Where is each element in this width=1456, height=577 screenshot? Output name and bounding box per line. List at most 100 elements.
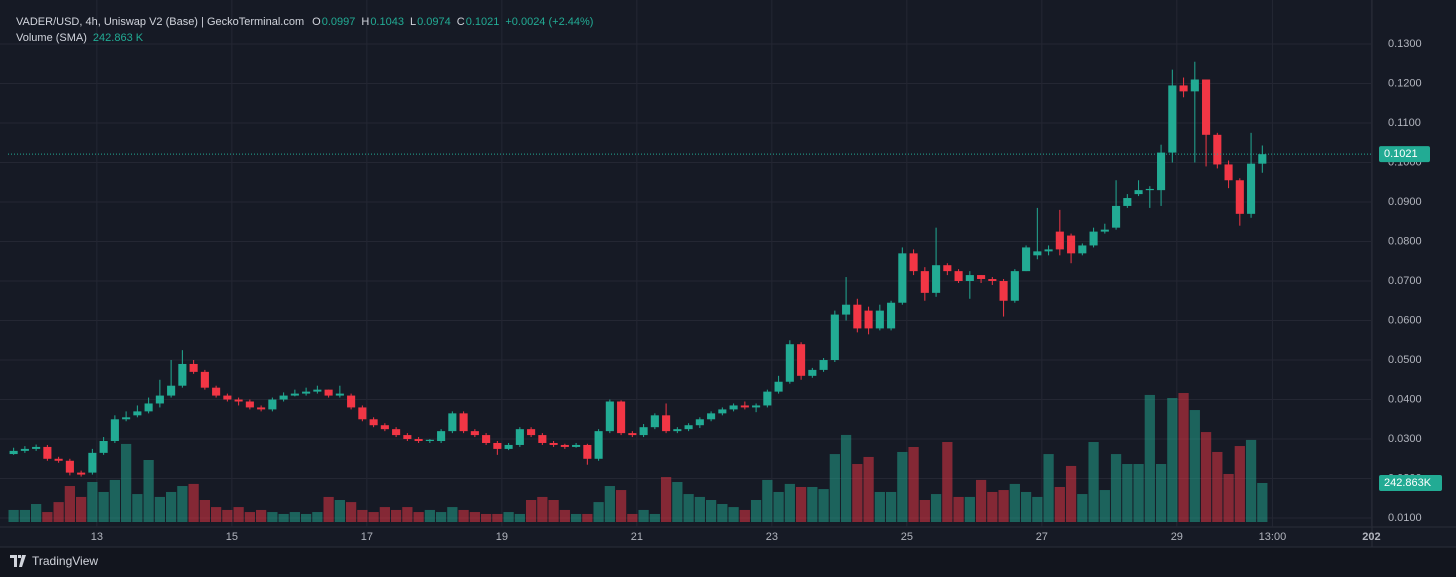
volume-bar [739, 509, 750, 522]
volume-bar [1155, 464, 1167, 522]
candle-body [77, 472, 86, 475]
candle-body [797, 344, 806, 376]
volume-bar [1054, 486, 1065, 522]
ohlc-label: C [456, 16, 465, 28]
volume-bar [627, 513, 638, 522]
close-value: 0.1021 [465, 16, 500, 28]
candle-body [538, 435, 547, 443]
volume-bar [638, 509, 649, 522]
x-tick-label: 25 [901, 531, 913, 543]
volume-bar [1122, 464, 1133, 522]
volume-value-label: 242.863K [1384, 477, 1432, 489]
candle-body [605, 401, 614, 432]
x-tick-label: 202 [1362, 531, 1380, 543]
volume-bar [480, 513, 492, 522]
volume-bar [604, 486, 615, 522]
volume-bar [1133, 464, 1144, 522]
candle-body [245, 401, 254, 408]
volume-name: Volume (SMA) [16, 32, 87, 44]
candle-body [752, 405, 761, 408]
candle-body [774, 381, 783, 392]
volume-bar [143, 459, 154, 522]
candle-body [1055, 231, 1064, 250]
candle-body [425, 439, 434, 442]
volume-bar [1245, 439, 1257, 522]
candle-body [808, 369, 817, 376]
candle-body [932, 265, 941, 293]
candle-body [313, 389, 322, 392]
candle-body [257, 407, 266, 410]
candle-body [504, 444, 513, 449]
volume-bar [559, 509, 570, 522]
volume-bar [64, 486, 75, 522]
volume-bar [683, 494, 694, 522]
candle-body [988, 279, 997, 282]
candle-body [1112, 205, 1121, 228]
volume-bar [345, 502, 357, 522]
candle-body [1123, 198, 1132, 206]
footer: TradingView [10, 554, 98, 568]
candle-body [403, 435, 412, 440]
candle-body [1067, 235, 1076, 254]
candle-body [155, 395, 164, 404]
volume-bar [469, 512, 480, 522]
volume-bar [1032, 496, 1043, 522]
candle-body [1213, 134, 1222, 165]
volume-bar [998, 490, 1009, 522]
volume-bar [255, 509, 267, 522]
volume-bar [435, 512, 447, 522]
volume-bar [773, 491, 784, 522]
candle-body [1100, 229, 1109, 232]
candle-body [1168, 85, 1177, 153]
candle-body [695, 419, 704, 426]
volume-bar [885, 491, 897, 522]
volume-bar [154, 496, 165, 522]
candle-body [639, 427, 648, 436]
volume-bar [818, 489, 829, 522]
y-tick-label: 0.0700 [1388, 275, 1422, 287]
volume-bar [728, 507, 739, 522]
candle-body [830, 314, 839, 361]
candle-body [560, 444, 569, 447]
candle-body [684, 425, 693, 430]
volume-value: 242.863 K [92, 32, 144, 44]
volume-bar [570, 513, 582, 522]
volume-bar [1223, 473, 1234, 522]
candle-body [707, 413, 716, 420]
candle-body [1022, 247, 1031, 272]
candle-body [358, 407, 367, 420]
candle-body [527, 429, 536, 436]
candle-body [549, 442, 558, 445]
y-tick-label: 0.0400 [1388, 393, 1422, 405]
candle-body [718, 409, 727, 414]
candle-body [380, 425, 389, 430]
volume-bar [1212, 451, 1223, 522]
volume-layer [8, 393, 1268, 522]
candle-body [369, 419, 378, 426]
volume-bar [132, 494, 143, 522]
candle-body [414, 439, 423, 442]
candle-body [268, 399, 277, 410]
volume-bar [233, 507, 244, 522]
volume-bar [1257, 482, 1268, 522]
candle-body [999, 281, 1008, 301]
volume-bar [548, 499, 559, 522]
volume-bar [987, 491, 998, 522]
volume-bar [289, 512, 300, 522]
x-tick-label: 21 [631, 531, 643, 543]
volume-bar [492, 513, 503, 522]
candle-body [662, 415, 671, 432]
volume-bar [244, 512, 255, 522]
y-tick-label: 0.1200 [1388, 77, 1422, 89]
volume-bar [19, 509, 30, 522]
volume-bar [717, 504, 728, 522]
volume-bar [1167, 397, 1178, 522]
volume-bar [784, 483, 795, 522]
volume-bar [120, 443, 132, 522]
x-tick-label: 19 [496, 531, 508, 543]
candle-body [785, 344, 794, 382]
candle-body [302, 391, 311, 394]
candle-body [864, 310, 873, 329]
volume-bar [312, 512, 323, 522]
